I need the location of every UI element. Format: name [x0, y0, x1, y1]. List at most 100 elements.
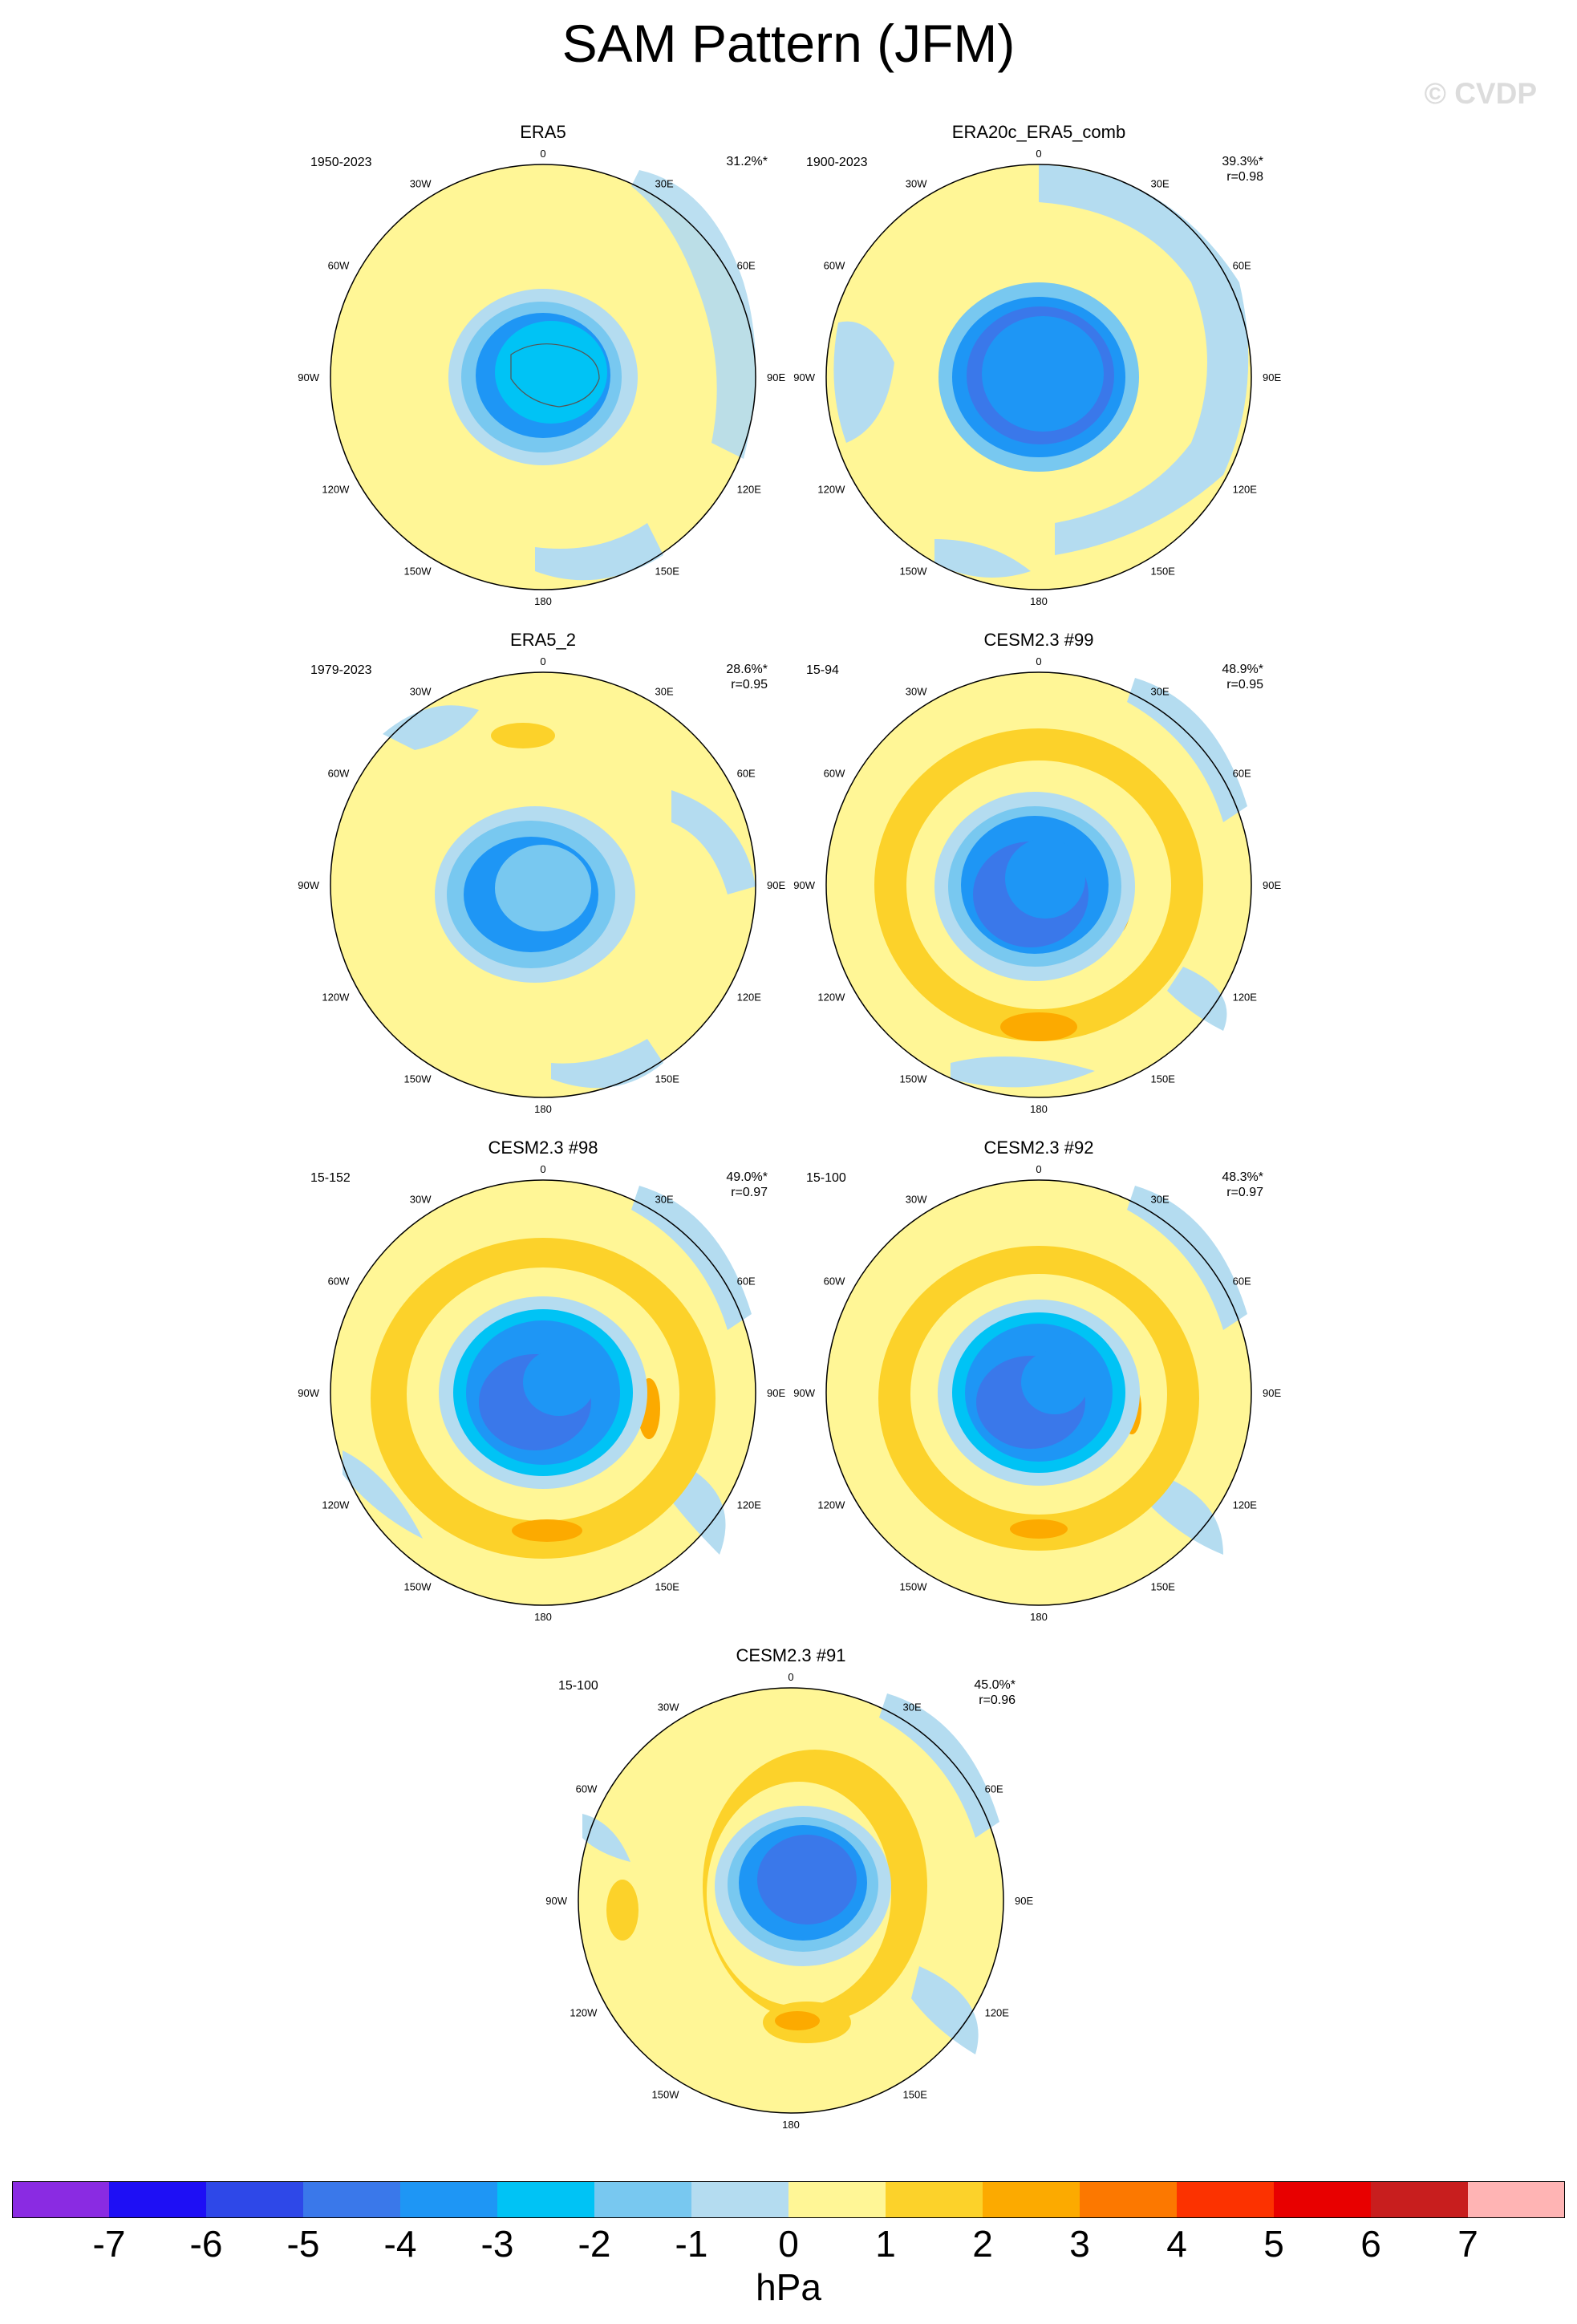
longitude-label: 90W — [793, 371, 815, 383]
color-bar-segment — [886, 2181, 983, 2218]
longitude-label: 120E — [737, 992, 762, 1004]
longitude-label: 60E — [737, 260, 756, 272]
longitude-label: 60W — [328, 260, 350, 272]
longitude-label: 120E — [737, 484, 762, 496]
color-bar-segment — [303, 2181, 401, 2218]
panel-era5: ERA5 1950-2023 31.2%* 0 30E 60E 90E 120E 150E… — [294, 122, 792, 619]
color-bar-tick-label: 0 — [778, 2223, 799, 2265]
longitude-label: 120W — [570, 2007, 598, 2019]
variance-label: 49.0%* r=0.97 — [726, 1170, 768, 1200]
longitude-label: 60W — [824, 768, 845, 780]
longitude-label: 60W — [328, 1276, 350, 1288]
color-bar-tick-label: -1 — [675, 2223, 708, 2265]
longitude-label: 90W — [545, 1895, 567, 1907]
variance-label: 48.9%* r=0.95 — [1222, 662, 1263, 692]
pct-explained: 39.3%* — [1222, 155, 1263, 168]
longitude-label: 30E — [655, 1193, 674, 1205]
longitude-label: 60E — [1233, 1276, 1251, 1288]
polar-map: 0 30E 60E 90E 120E 150E 180 150W 120W 90W 60W 30W — [545, 1671, 1033, 2131]
longitude-label: 30W — [658, 1701, 679, 1713]
longitude-label: 60W — [824, 1276, 845, 1288]
longitude-label: 180 — [534, 1103, 552, 1115]
longitude-label: 120W — [817, 992, 845, 1004]
period-label: 1979-2023 — [310, 663, 372, 677]
color-bar-segment — [12, 2181, 110, 2218]
variance-label: 31.2%* — [726, 154, 768, 169]
longitude-label: 180 — [782, 2119, 800, 2131]
panel-cesm23-98: CESM2.3 #98 15-152 49.0%* r=0.97 0 30E 60E… — [294, 1138, 792, 1635]
polar-map: 0 30E 60E 90E 120E 150E 180 150W 120W 90W 60W 30W — [298, 148, 785, 607]
longitude-label: 180 — [1030, 1103, 1048, 1115]
variance-label: 48.3%* r=0.97 — [1222, 1170, 1263, 1200]
longitude-label: 30E — [655, 177, 674, 189]
longitude-label: 0 — [540, 655, 545, 667]
color-bar-segment — [497, 2181, 595, 2218]
color-bar-segment — [109, 2181, 207, 2218]
longitude-label: 0 — [540, 148, 545, 160]
longitude-label: 90W — [793, 879, 815, 891]
cvdp-watermark: © CVDP — [1424, 77, 1537, 110]
color-bar-segment — [788, 2181, 886, 2218]
longitude-label: 90E — [1263, 879, 1281, 891]
longitude-label: 30W — [906, 1193, 927, 1205]
panel-title: CESM2.3 #98 — [488, 1138, 598, 1158]
pattern-correlation: r=0.96 — [979, 1693, 1016, 1707]
pattern-correlation: r=0.95 — [731, 678, 768, 692]
longitude-label: 90E — [767, 1387, 785, 1399]
longitude-label: 180 — [534, 595, 552, 607]
color-bar-tick-label: 4 — [1166, 2223, 1187, 2265]
period-label: 15-100 — [558, 1679, 598, 1693]
longitude-label: 150E — [903, 2089, 928, 2101]
longitude-label: 120E — [1233, 992, 1258, 1004]
longitude-label: 150E — [1151, 1581, 1176, 1593]
longitude-label: 30W — [906, 177, 927, 189]
longitude-label: 90W — [298, 1387, 319, 1399]
color-bar-outline — [12, 2181, 1565, 2218]
longitude-label: 30E — [1151, 1193, 1170, 1205]
figure-title: SAM Pattern (JFM) — [561, 14, 1016, 73]
longitude-label: 120W — [817, 484, 845, 496]
color-bar-tick-label: -5 — [286, 2223, 320, 2265]
polar-map: 0 30E 60E 90E 120E 150E 180 150W 120W 90W 60W 30W — [793, 148, 1281, 607]
longitude-label: 90E — [1263, 1387, 1281, 1399]
color-bar-tick-label: 6 — [1360, 2223, 1381, 2265]
longitude-label: 120W — [817, 1499, 845, 1511]
longitude-label: 150E — [655, 1073, 680, 1085]
color-bar-tick-label: 1 — [875, 2223, 896, 2265]
longitude-label: 60E — [1233, 260, 1251, 272]
longitude-label: 150W — [900, 1073, 928, 1085]
color-bar-tick-label: -2 — [578, 2223, 611, 2265]
longitude-label: 150W — [900, 566, 928, 578]
panel-title: CESM2.3 #99 — [983, 630, 1094, 650]
panel-title: ERA20c_ERA5_comb — [951, 122, 1126, 142]
longitude-label: 150E — [655, 566, 680, 578]
longitude-label: 180 — [534, 1611, 552, 1623]
longitude-label: 150W — [404, 1073, 432, 1085]
longitude-label: 150E — [655, 1581, 680, 1593]
color-bar-tick-label: -6 — [189, 2223, 223, 2265]
variance-label: 39.3%* r=0.98 — [1222, 154, 1263, 185]
panel-title: CESM2.3 #91 — [736, 1645, 846, 1665]
pct-explained: 31.2%* — [726, 155, 768, 168]
panel-title: CESM2.3 #92 — [983, 1138, 1094, 1158]
longitude-label: 60E — [737, 768, 756, 780]
longitude-label: 30W — [410, 685, 432, 697]
polar-map: 0 30E 60E 90E 120E 150E 180 150W 120W 90W 60W 30W — [793, 655, 1281, 1115]
color-bar-segment — [1080, 2181, 1178, 2218]
pct-explained: 48.3%* — [1222, 1170, 1263, 1184]
longitude-label: 90W — [298, 371, 319, 383]
longitude-label: 30E — [1151, 177, 1170, 189]
color-bar-segment — [400, 2181, 498, 2218]
longitude-label: 90E — [767, 371, 785, 383]
color-bar-segment — [1468, 2181, 1565, 2218]
longitude-label: 120W — [322, 484, 350, 496]
pattern-correlation: r=0.95 — [1226, 678, 1263, 692]
longitude-label: 150E — [1151, 1073, 1176, 1085]
longitude-label: 60E — [1233, 768, 1251, 780]
longitude-label: 150W — [404, 566, 432, 578]
panel-title: ERA5_2 — [510, 630, 576, 650]
color-bar-segment — [983, 2181, 1080, 2218]
period-label: 15-152 — [310, 1171, 351, 1185]
panel-cesm23-91: CESM2.3 #91 15-100 45.0%* r=0.96 0 30E 60E… — [542, 1645, 1040, 2143]
longitude-label: 30W — [906, 685, 927, 697]
